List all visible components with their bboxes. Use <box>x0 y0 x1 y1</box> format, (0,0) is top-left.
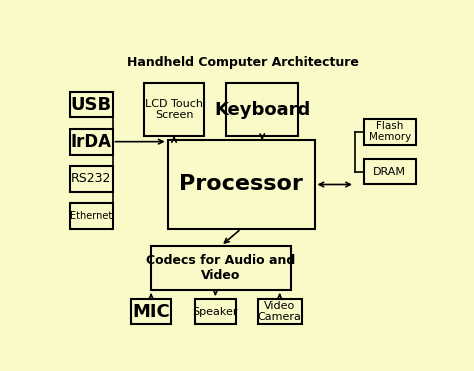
Text: LCD Touch
Screen: LCD Touch Screen <box>145 99 203 120</box>
Bar <box>70 92 112 117</box>
Text: DRAM: DRAM <box>374 167 406 177</box>
Text: Video
Camera: Video Camera <box>258 301 301 322</box>
Bar <box>364 159 416 184</box>
Text: USB: USB <box>71 95 112 114</box>
Bar <box>168 140 315 229</box>
Text: Handheld Computer Architecture: Handheld Computer Architecture <box>127 56 359 69</box>
Bar <box>70 166 112 192</box>
Text: RS232: RS232 <box>71 172 111 185</box>
Text: Flash
Memory: Flash Memory <box>369 121 411 142</box>
Bar <box>70 203 112 229</box>
Text: MIC: MIC <box>132 303 170 321</box>
Text: Codecs for Audio and
Video: Codecs for Audio and Video <box>146 254 295 282</box>
Text: Ethernet: Ethernet <box>70 211 112 221</box>
Text: IrDA: IrDA <box>71 133 112 151</box>
Bar <box>227 83 298 136</box>
Bar <box>195 299 236 325</box>
Bar <box>258 299 301 325</box>
Bar <box>151 246 291 290</box>
Text: Keyboard: Keyboard <box>214 101 310 118</box>
Bar <box>131 299 171 325</box>
Text: Processor: Processor <box>179 174 303 194</box>
Text: Speaker: Speaker <box>192 306 238 316</box>
Bar <box>364 119 416 144</box>
Bar <box>70 129 112 154</box>
Bar <box>144 83 204 136</box>
